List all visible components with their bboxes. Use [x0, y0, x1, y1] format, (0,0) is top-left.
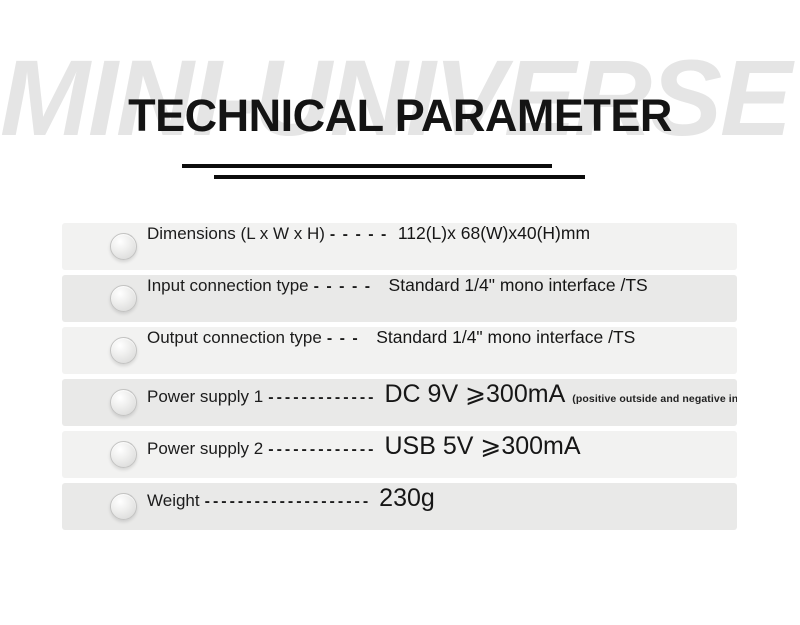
bullet-icon — [110, 337, 137, 364]
leader-dashes: -------------------- — [204, 493, 372, 510]
leader-dashes: ------------- — [268, 389, 377, 406]
spec-value: Standard 1/4" mono interface /TS — [376, 327, 636, 347]
spec-value: 112(L)x 68(W)x40(H)mm — [397, 223, 591, 243]
spec-row-dimensions: Dimensions (L x W x H) - - - - - 112(L)x… — [62, 223, 737, 270]
bullet-icon — [110, 285, 137, 312]
spec-label: Power supply 1 — [147, 387, 264, 406]
title-underline-bottom — [214, 175, 585, 179]
spec-row-input-connection: Input connection type - - - - - Standard… — [62, 275, 737, 322]
spec-list: Dimensions (L x W x H) - - - - - 112(L)x… — [62, 223, 737, 530]
bullet-icon — [110, 441, 137, 468]
spec-value: DC 9V ⩾300mA — [384, 380, 566, 408]
leader-dashes: ------------- — [268, 441, 377, 458]
spec-note: (positive outside and negative inside) — [572, 393, 737, 405]
spec-value: 230g — [379, 484, 435, 512]
spec-value: USB 5V ⩾300mA — [384, 432, 581, 460]
leader-dashes: - - - - - — [313, 278, 372, 295]
bullet-icon — [110, 233, 137, 260]
leader-dashes: - - - — [326, 330, 360, 347]
title-underline-top — [182, 164, 552, 168]
spec-label: Output connection type — [147, 328, 322, 347]
spec-label: Power supply 2 — [147, 439, 264, 458]
spec-row-weight: Weight -------------------- 230g — [62, 483, 737, 530]
bullet-icon — [110, 493, 137, 520]
spec-label: Weight — [147, 491, 200, 510]
page-title: TECHNICAL PARAMETER — [128, 90, 672, 141]
spec-value: Standard 1/4" mono interface /TS — [388, 275, 648, 295]
spec-row-power-supply-1: Power supply 1 ------------- DC 9V ⩾300m… — [62, 379, 737, 426]
spec-row-power-supply-2: Power supply 2 ------------- USB 5V ⩾300… — [62, 431, 737, 478]
spec-row-output-connection: Output connection type - - - Standard 1/… — [62, 327, 737, 374]
spec-label: Dimensions (L x W x H) — [147, 224, 325, 243]
brand-watermark: MINI-UNIVERSE — [0, 37, 792, 158]
spec-label: Input connection type — [147, 276, 309, 295]
bullet-icon — [110, 389, 137, 416]
leader-dashes: - - - - - — [329, 226, 388, 243]
